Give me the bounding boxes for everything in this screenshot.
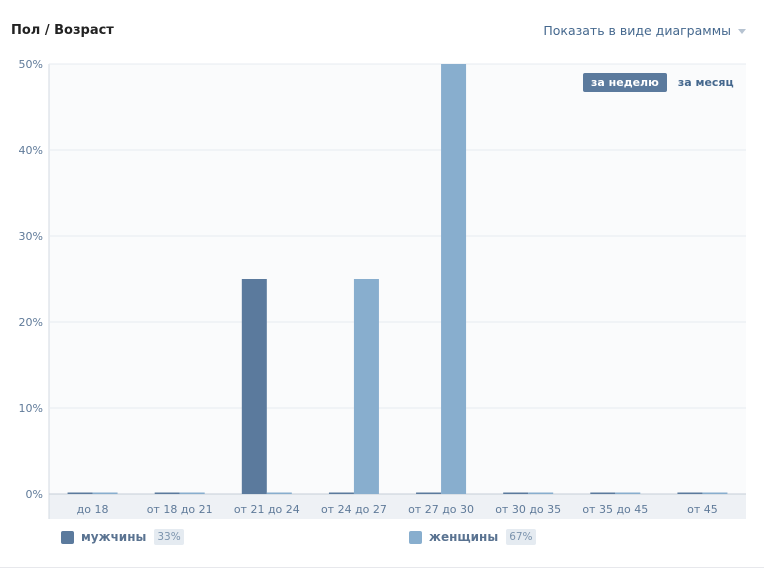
chevron-down-icon	[738, 29, 746, 34]
legend-share-men: 33%	[154, 529, 184, 545]
bar	[241, 279, 267, 494]
legend-women[interactable]: женщины 67%	[409, 529, 536, 545]
y-tick-label: 20%	[19, 316, 43, 329]
page-title: Пол / Возраст	[11, 23, 114, 38]
bar	[179, 492, 205, 494]
x-tick-label: от 35 до 45	[582, 503, 648, 516]
bar	[590, 492, 616, 494]
x-tick-label: от 27 до 30	[408, 503, 474, 516]
bar	[266, 492, 292, 494]
legend-men[interactable]: мужчины 33%	[61, 529, 184, 545]
bar	[528, 492, 554, 494]
plot-background	[49, 64, 746, 494]
bar	[615, 492, 641, 494]
legend-label-men: мужчины	[81, 530, 147, 544]
period-toggle: за неделю за месяц	[583, 73, 742, 92]
week-period-button[interactable]: за неделю	[583, 73, 667, 92]
bar	[328, 492, 354, 494]
bar	[441, 64, 467, 494]
bar	[416, 492, 442, 494]
show-as-diagram-dropdown[interactable]: Показать в виде диаграммы	[543, 23, 746, 38]
x-tick-label: до 18	[77, 503, 109, 516]
legend-swatch-women	[409, 530, 422, 544]
bar	[353, 279, 379, 494]
x-tick-label: от 21 до 24	[234, 503, 300, 516]
legend-swatch-men	[61, 530, 74, 544]
x-tick-label: от 45	[687, 503, 718, 516]
y-tick-label: 10%	[19, 402, 43, 415]
month-period-button[interactable]: за месяц	[677, 76, 734, 89]
legend-label-women: женщины	[429, 530, 499, 544]
y-tick-label: 30%	[19, 230, 43, 243]
y-tick-label: 40%	[19, 144, 43, 157]
bar	[92, 492, 118, 494]
bar	[677, 492, 703, 494]
x-axis-band	[49, 494, 746, 519]
bottom-divider	[0, 567, 764, 568]
y-tick-label: 50%	[19, 58, 43, 71]
bar	[702, 492, 728, 494]
legend-share-women: 67%	[506, 529, 536, 545]
view-switch-label: Показать в виде диаграммы	[543, 23, 731, 38]
bar	[154, 492, 180, 494]
bar	[503, 492, 529, 494]
y-tick-label: 0%	[26, 488, 43, 501]
x-tick-label: от 18 до 21	[147, 503, 213, 516]
x-tick-label: от 30 до 35	[495, 503, 561, 516]
bar	[67, 492, 93, 494]
x-tick-label: от 24 до 27	[321, 503, 387, 516]
